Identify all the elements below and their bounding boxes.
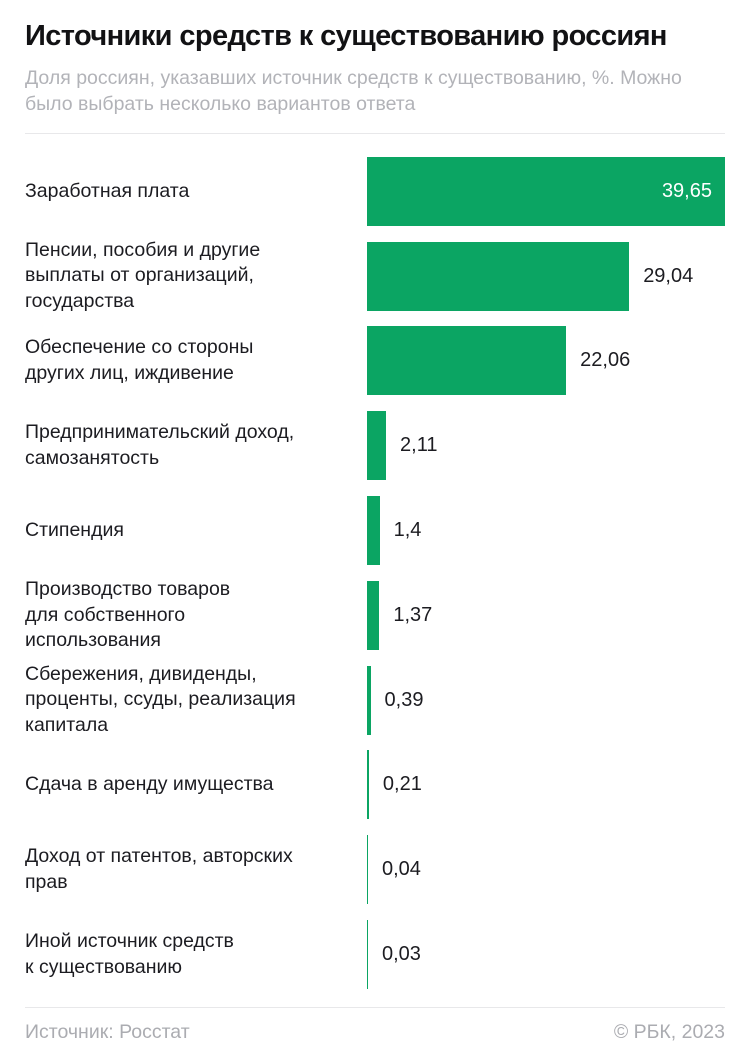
bar-track: 0,03: [367, 920, 725, 990]
value-label: 0,21: [382, 773, 422, 796]
chart-row: Иной источник средств к существованию 0,0…: [25, 912, 725, 997]
bar: 39,65: [367, 156, 725, 226]
value-label: 22,06: [580, 349, 631, 372]
chart-row: Предпринимательский доход, самозанятость…: [25, 403, 725, 488]
value-label: 29,04: [643, 264, 694, 287]
bar: [367, 496, 380, 566]
category-label: Заработная плата: [25, 179, 190, 202]
bar-track: 22,06: [367, 326, 725, 396]
category-label: Пенсии, пособия и другие выплаты от орга…: [25, 238, 261, 312]
category-label: Обеспечение со стороны других лиц, иждив…: [25, 336, 254, 384]
bar: [367, 920, 368, 990]
bar-chart: Заработная плата 39,65 Пенсии, пособия и д…: [25, 149, 725, 997]
chart-row: Обеспечение со стороны других лиц, иждив…: [25, 319, 725, 404]
value-label: 0,04: [382, 858, 421, 881]
bar: [367, 411, 387, 481]
bar: [367, 835, 368, 905]
bar-track: 0,04: [367, 835, 725, 905]
category-label: Предпринимательский доход, самозанятость: [25, 421, 295, 469]
bar: [367, 750, 369, 820]
category-label: Стипендия: [25, 518, 124, 541]
bar: [367, 580, 380, 650]
bar-track: 2,11: [367, 411, 725, 481]
copyright: © РБК, 2023: [613, 1020, 725, 1043]
chart-row: Пенсии, пособия и другие выплаты от орга…: [25, 234, 725, 319]
value-label: 0,03: [382, 943, 421, 966]
bar: [367, 665, 371, 735]
bottom-divider: [25, 1006, 725, 1008]
category-label: Доход от патентов, авторских прав: [25, 845, 293, 893]
bar: [367, 241, 630, 311]
value-label: 39,65: [661, 179, 712, 202]
category-label: Иной источник средств к существованию: [25, 930, 234, 978]
bar-track: 0,21: [367, 750, 725, 820]
chart-subtitle: Доля россиян, указавших источник средств…: [25, 67, 682, 115]
footer: Источник: Росстат © РБК, 2023: [25, 1021, 725, 1044]
value-label: 2,11: [400, 434, 438, 457]
chart-title: Источники средств к существованию россия…: [25, 20, 667, 52]
bar-track: 1,4: [367, 496, 725, 566]
value-label: 1,37: [393, 603, 433, 626]
bar-track: 29,04: [367, 241, 725, 311]
chart-row: Сдача в аренду имущества 0,21: [25, 743, 725, 828]
chart-row: Производство товаров для собственного ис…: [25, 573, 725, 658]
value-label: 0,39: [384, 688, 424, 711]
value-label: 1,4: [393, 519, 422, 542]
bar-track: 39,65: [367, 156, 725, 226]
category-label: Производство товаров для собственного ис…: [25, 578, 231, 652]
chart-row: Стипендия 1,4: [25, 488, 725, 573]
category-label: Сдача в аренду имущества: [25, 773, 274, 796]
source-credit: Источник: Росстат: [25, 1020, 190, 1043]
category-label: Сбережения, дивиденды, проценты, ссуды, …: [25, 662, 296, 736]
chart-row: Сбережения, дивиденды, проценты, ссуды, …: [25, 658, 725, 743]
top-divider: [25, 133, 725, 134]
bar-track: 0,39: [367, 665, 725, 735]
bar-track: 1,37: [367, 580, 725, 650]
bar: [367, 326, 567, 396]
chart-row: Заработная плата 39,65: [25, 149, 725, 234]
chart-row: Доход от патентов, авторских прав 0,04: [25, 827, 725, 912]
